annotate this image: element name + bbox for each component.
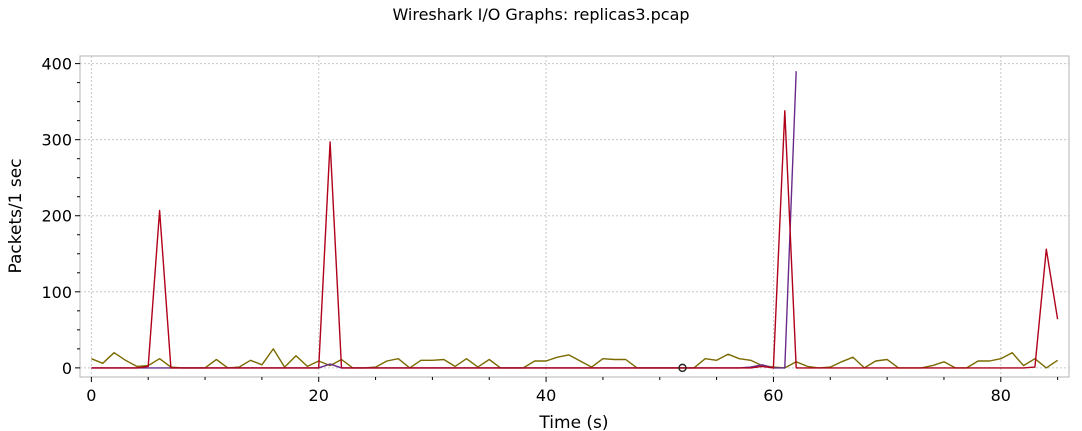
series-line-1	[91, 348, 1058, 369]
x-tick-label: 20	[309, 386, 329, 405]
y-tick-label: 0	[62, 359, 72, 378]
x-tick-label: 40	[536, 386, 556, 405]
annotation-layer	[678, 363, 687, 373]
plot-frame	[79, 55, 1070, 378]
grid	[80, 56, 1069, 377]
x-tick-label: 60	[763, 386, 783, 405]
marker-circle	[678, 363, 687, 373]
chart-title: Wireshark I/O Graphs: replicas3.pcap	[392, 5, 689, 24]
y-axis: 0 100 200 300 400	[41, 55, 80, 378]
x-tick-label: 0	[86, 386, 96, 405]
y-tick-label: 100	[41, 283, 72, 302]
series-line-3	[91, 110, 1059, 369]
y-axis-title: Packets/1 sec	[6, 158, 26, 273]
series-line-2	[91, 71, 797, 369]
x-axis-title: Time (s)	[538, 413, 608, 431]
y-tick-label: 400	[41, 55, 72, 74]
x-tick-label: 80	[991, 386, 1011, 405]
y-tick-label: 300	[41, 131, 72, 150]
x-axis: 0 20 40 60 80	[86, 377, 1059, 405]
y-tick-label: 200	[41, 207, 72, 226]
series-layer	[91, 71, 1059, 369]
